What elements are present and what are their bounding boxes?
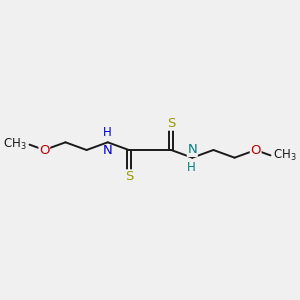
Text: H: H — [103, 126, 112, 139]
Text: S: S — [167, 117, 176, 130]
Text: O: O — [39, 143, 50, 157]
Text: N: N — [103, 144, 112, 157]
Text: CH$_3$: CH$_3$ — [3, 137, 27, 152]
Text: H: H — [187, 161, 195, 174]
Text: O: O — [250, 143, 261, 157]
Text: S: S — [124, 170, 133, 183]
Text: CH$_3$: CH$_3$ — [273, 148, 297, 163]
Text: N: N — [188, 143, 197, 156]
